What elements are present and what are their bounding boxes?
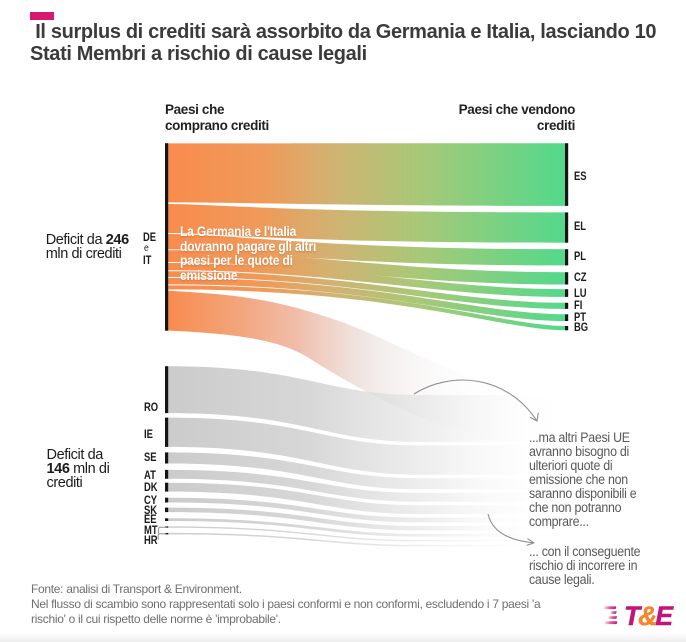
svg-text:T&E: T&E <box>624 601 674 631</box>
